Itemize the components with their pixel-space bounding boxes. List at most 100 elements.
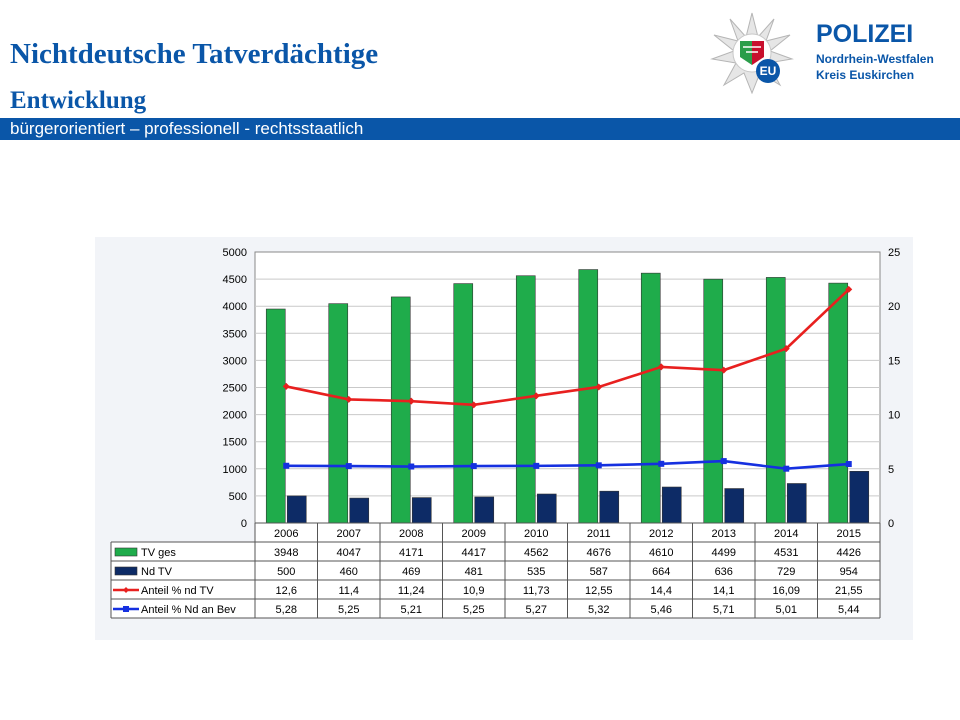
marker-anteil-nd-tv <box>407 397 415 405</box>
data-label: 664 <box>652 566 670 578</box>
bar-nd-tv <box>661 486 682 524</box>
y-left-tick-label: 4500 <box>223 274 247 286</box>
logo-state: Nordrhein-Westfalen <box>816 52 934 66</box>
y-left-tick-label: 500 <box>229 491 247 503</box>
data-label: 5,28 <box>276 604 297 616</box>
data-label: 3948 <box>274 547 298 559</box>
x-tick-label: 2013 <box>712 528 736 540</box>
logo-name: POLIZEI <box>816 20 914 48</box>
data-label: 535 <box>527 566 545 578</box>
bar-nd-tv <box>286 495 307 524</box>
line-anteil-nd-an-bev <box>286 459 849 470</box>
y-left-tick-label: 2000 <box>223 410 247 422</box>
bar-tv-ges <box>328 303 349 524</box>
data-label: 5,01 <box>776 604 797 616</box>
bar-tv-ges <box>390 296 411 524</box>
data-label: 636 <box>715 566 733 578</box>
marker-anteil-nd-bev <box>408 463 415 470</box>
data-label: 5,46 <box>651 604 672 616</box>
bar-tv-ges <box>828 282 849 524</box>
marker-anteil-nd-tv <box>532 392 540 400</box>
y-left-tick-label: 2500 <box>223 383 247 395</box>
chart-panel: 0 500 1000 1500 2000 2500 3000 3500 4000 4500 5000… <box>95 237 913 640</box>
data-label: 14,4 <box>651 585 672 597</box>
y-right-tick-label: 20 <box>888 301 900 313</box>
bar-nd-tv <box>349 497 370 524</box>
y-left-tick-label: 1000 <box>223 464 247 476</box>
bar-nd-tv <box>599 490 620 524</box>
bar-nd-tv <box>724 488 745 524</box>
marker-anteil-nd-tv <box>282 382 290 390</box>
y-right-tick-label: 5 <box>888 464 894 476</box>
marker-anteil-nd-bev <box>533 462 540 469</box>
bar-nd-tv <box>849 470 870 524</box>
data-label: 11,24 <box>398 585 425 597</box>
data-label: 11,4 <box>338 585 359 597</box>
y-left-tick-label: 4000 <box>223 301 247 313</box>
marker-anteil-nd-bev <box>845 461 852 468</box>
data-label: 729 <box>777 566 795 578</box>
marker-anteil-nd-bev <box>783 465 790 472</box>
bar-nd-tv <box>536 493 557 524</box>
data-label: 11,73 <box>523 585 550 597</box>
marker-anteil-nd-bev <box>658 460 665 467</box>
x-tick-label: 2010 <box>524 528 548 540</box>
marker-anteil-nd-bev <box>720 458 727 465</box>
data-label: 4417 <box>462 547 486 559</box>
police-logo: EU POLIZEI Nordrhein-Westfalen Kreis Eus… <box>700 12 940 94</box>
legend-key-bar <box>114 566 138 576</box>
data-label: 16,09 <box>772 585 800 597</box>
police-star-icon: EU <box>710 12 794 94</box>
data-label: 5,25 <box>463 604 484 616</box>
x-tick-label: 2015 <box>837 528 861 540</box>
data-label: 14,1 <box>713 585 734 597</box>
data-label: 21,55 <box>835 585 863 597</box>
y-right-tick-label: 10 <box>888 410 900 422</box>
data-label: 587 <box>590 566 608 578</box>
bar-tv-ges <box>578 269 599 524</box>
motto-banner: bürgerorientiert – professionell - recht… <box>0 118 960 140</box>
data-label: 4531 <box>774 547 798 559</box>
legend-label: Nd TV <box>141 566 173 578</box>
legend-label: Anteil % Nd an Bev <box>141 604 236 616</box>
data-label: 5,27 <box>526 604 547 616</box>
y-right-tick-label: 0 <box>888 518 894 530</box>
data-label: 5,44 <box>838 604 859 616</box>
data-label: 4562 <box>524 547 548 559</box>
marker-anteil-nd-tv <box>470 401 478 409</box>
legend-key-bar <box>114 547 138 557</box>
marker-anteil-nd-tv <box>595 383 603 391</box>
data-label: 12,55 <box>585 585 613 597</box>
y-left-tick-label: 1500 <box>223 437 247 449</box>
x-tick-label: 2012 <box>649 528 673 540</box>
data-label: 10,9 <box>463 585 484 597</box>
data-label: 5,25 <box>338 604 359 616</box>
legend-key-marker <box>123 587 129 593</box>
marker-anteil-nd-tv <box>782 345 790 353</box>
data-label: 500 <box>277 566 295 578</box>
marker-anteil-nd-tv <box>720 366 728 374</box>
data-label: 469 <box>402 566 420 578</box>
y-left-tick-label: 5000 <box>223 247 247 259</box>
data-label: 4047 <box>337 547 361 559</box>
data-label: 5,32 <box>588 604 609 616</box>
data-label: 5,21 <box>401 604 422 616</box>
x-tick-label: 2009 <box>462 528 486 540</box>
marker-anteil-nd-bev <box>595 462 602 469</box>
data-label: 12,6 <box>276 585 297 597</box>
y-right-tick-label: 25 <box>888 247 900 259</box>
x-tick-label: 2014 <box>774 528 798 540</box>
x-tick-label: 2006 <box>274 528 298 540</box>
data-label: 4676 <box>587 547 611 559</box>
y-left-tick-label: 3500 <box>223 328 247 340</box>
data-label: 4171 <box>399 547 423 559</box>
marker-anteil-nd-bev <box>345 463 352 470</box>
logo-district: Kreis Euskirchen <box>816 68 915 82</box>
line-anteil-nd-tv <box>285 288 850 407</box>
badge-text: EU <box>760 64 777 78</box>
marker-anteil-nd-tv <box>657 363 665 371</box>
legend-key-marker <box>123 606 129 612</box>
page-subtitle: Entwicklung <box>10 87 147 114</box>
x-tick-label: 2011 <box>587 528 611 540</box>
data-label: 5,71 <box>713 604 734 616</box>
